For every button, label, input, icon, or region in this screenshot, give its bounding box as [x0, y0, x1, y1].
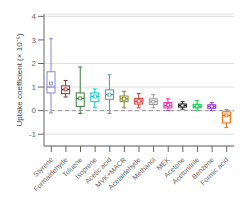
svg-text:Formic acid: Formic acid	[199, 156, 230, 187]
svg-text:Acetone: Acetone	[162, 155, 186, 179]
svg-text:1: 1	[32, 83, 37, 92]
svg-text:Uptake coefficient (× 10⁻⁵): Uptake coefficient (× 10⁻⁵)	[15, 33, 24, 126]
svg-text:Isoprene: Isoprene	[73, 155, 98, 181]
svg-text:Acetaldehyde: Acetaldehyde	[106, 155, 142, 191]
svg-text:0: 0	[32, 106, 37, 115]
svg-text:MEK: MEK	[155, 155, 172, 172]
svg-text:Acetonitrile: Acetonitrile	[170, 155, 201, 186]
svg-text:3: 3	[32, 36, 37, 45]
svg-text:Methanol: Methanol	[131, 156, 157, 182]
svg-text:Styrene: Styrene	[32, 155, 55, 178]
svg-text:Benzene: Benzene	[190, 155, 215, 181]
svg-text:4: 4	[32, 12, 37, 21]
svg-text:Formaldehyde: Formaldehyde	[32, 155, 69, 193]
svg-text:Toluene: Toluene	[61, 155, 84, 179]
svg-text:MVK+MACR: MVK+MACR	[94, 155, 128, 189]
svg-text:-1: -1	[29, 130, 37, 139]
svg-text:Acetic acid: Acetic acid	[83, 155, 113, 185]
svg-text:2: 2	[32, 59, 37, 68]
